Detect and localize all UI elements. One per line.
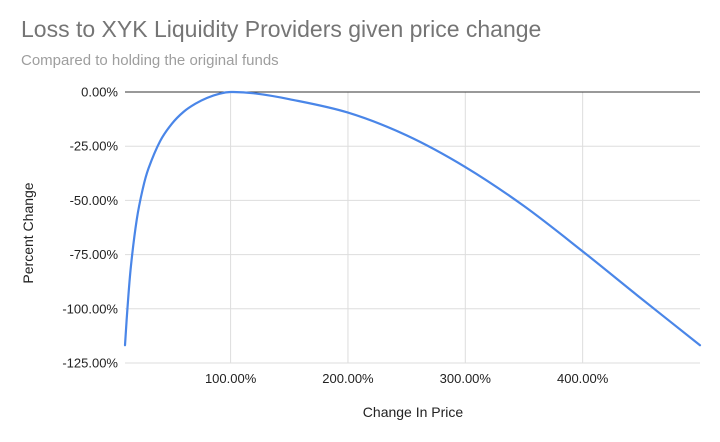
y-axis-title: Percent Change [20,182,36,283]
y-tick-label: -75.00% [70,247,119,262]
x-axis-title: Change In Price [363,404,464,420]
horizontal-gridlines [125,91,700,364]
y-tick-label: -100.00% [62,301,118,316]
y-axis-tick-labels: 0.00% -25.00% -50.00% -75.00% -100.00% -125.0… [62,85,118,371]
y-tick-label: -25.00% [70,139,119,154]
chart-subtitle: Compared to holding the original funds [21,52,279,69]
x-tick-label: 100.00% [205,371,257,386]
x-tick-label: 400.00% [557,371,609,386]
y-tick-label: -125.00% [62,356,118,371]
y-tick-label: 0.00% [81,85,118,100]
series-line [123,90,702,347]
y-tick-label: -50.00% [70,193,119,208]
x-tick-label: 200.00% [322,371,374,386]
x-axis-tick-labels: 100.00% 200.00% 300.00% 400.00% [205,371,609,386]
vertical-gridlines [230,92,584,363]
chart-title: Loss to XYK Liquidity Providers given pr… [21,16,542,42]
series-group [123,90,702,347]
x-tick-label: 300.00% [440,371,492,386]
